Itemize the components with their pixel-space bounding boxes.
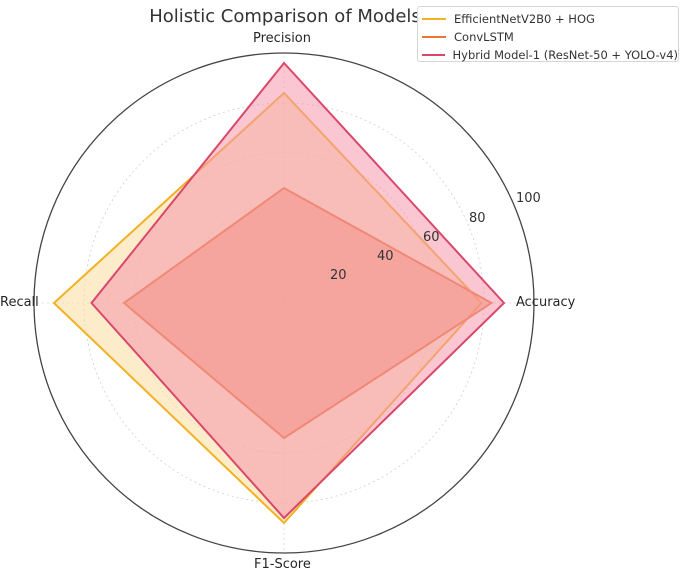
axis-label-accuracy: Accuracy xyxy=(516,295,576,310)
legend-swatch-line-icon xyxy=(422,54,445,56)
tick-label-60: 60 xyxy=(423,230,440,245)
chart-title: Holistic Comparison of Models xyxy=(149,6,421,27)
legend-item-hybrid: Hybrid Model-1 (ResNet-50 + YOLO-v4) xyxy=(422,46,678,64)
legend-swatch-line-icon xyxy=(422,18,446,20)
tick-label-40: 40 xyxy=(377,249,394,264)
axis-label-f1-score: F1-Score xyxy=(254,557,311,572)
axis-label-precision: Precision xyxy=(253,31,312,46)
legend-item-efficientnet: EfficientNetV2B0 + HOG xyxy=(422,10,678,28)
legend: EfficientNetV2B0 + HOG ConvLSTM Hybrid M… xyxy=(417,6,679,62)
legend-label: ConvLSTM xyxy=(454,30,514,44)
tick-label-80: 80 xyxy=(469,211,486,226)
legend-swatch-line-icon xyxy=(422,36,446,38)
series-polygons xyxy=(52,61,506,525)
legend-label: Hybrid Model-1 (ResNet-50 + YOLO-v4) xyxy=(452,48,679,62)
outer-frame xyxy=(33,52,535,554)
series-polygon xyxy=(90,61,506,520)
legend-item-convlstm: ConvLSTM xyxy=(422,28,678,46)
axis-label-recall: Recall xyxy=(0,295,39,310)
tick-label-100: 100 xyxy=(516,191,541,206)
legend-label: EfficientNetV2B0 + HOG xyxy=(454,12,595,26)
tick-label-20: 20 xyxy=(330,268,347,283)
